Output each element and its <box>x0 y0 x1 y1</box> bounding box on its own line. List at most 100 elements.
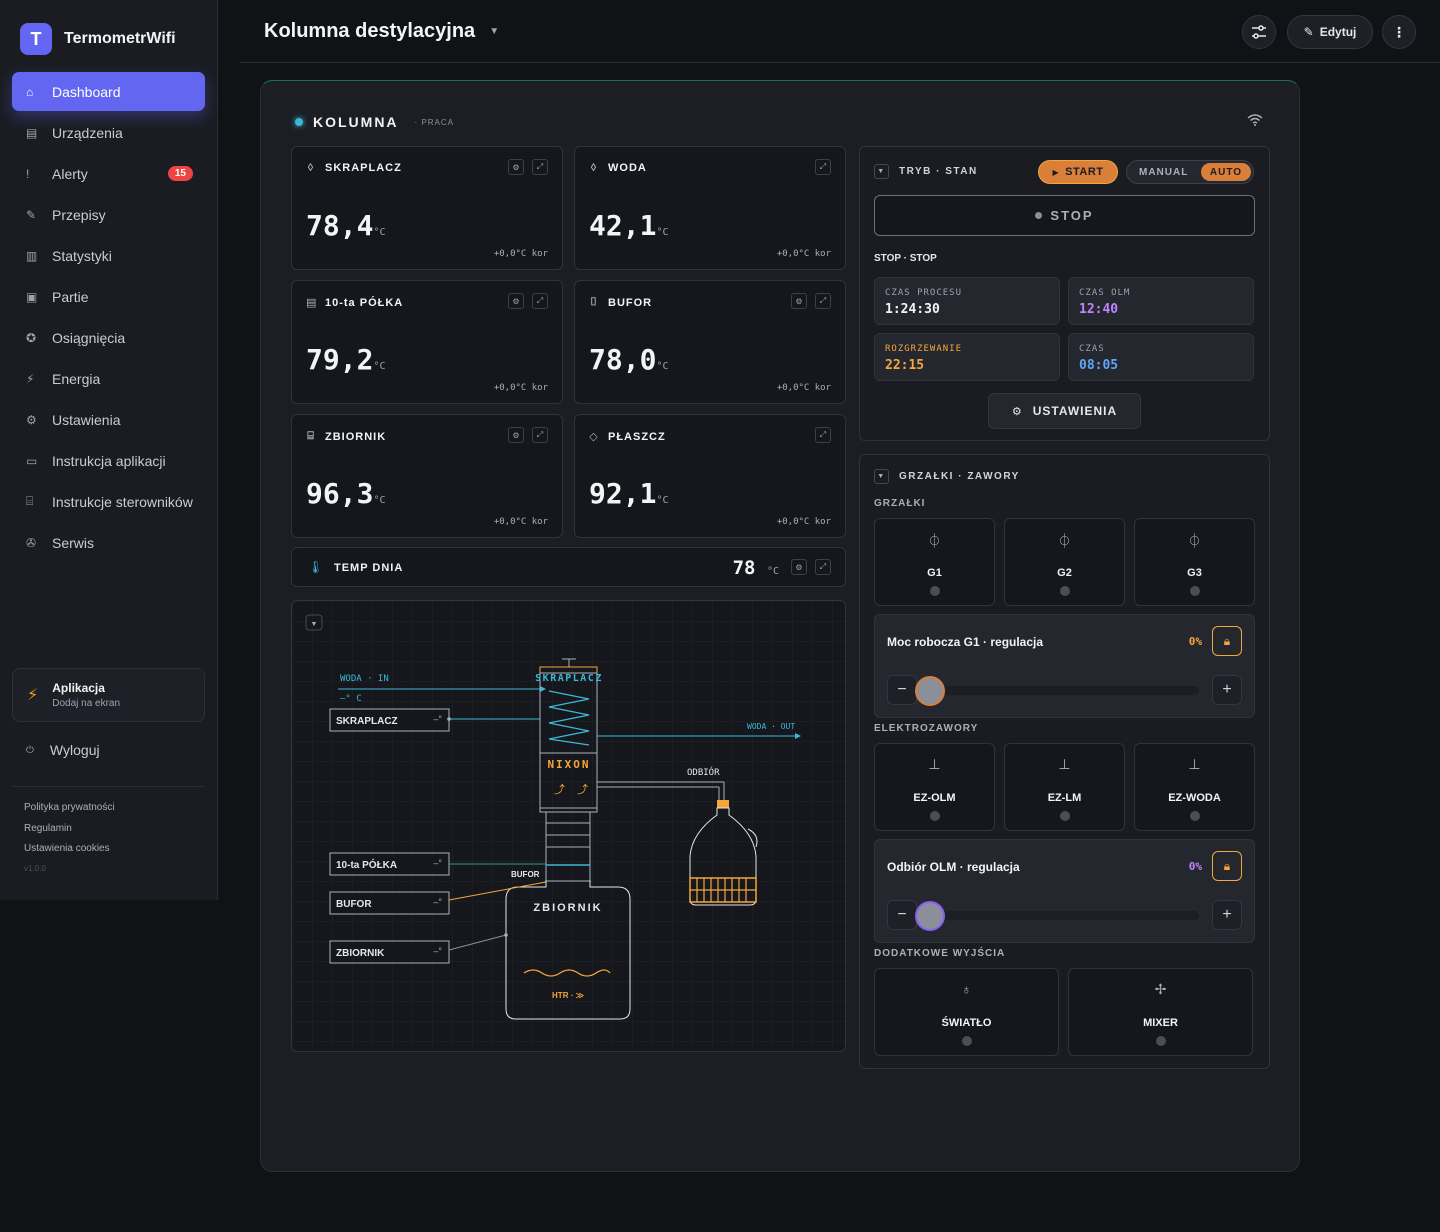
sidebar-item-7[interactable]: ⚡ Energia <box>12 359 205 398</box>
sensor-card[interactable]: ◇ PŁASZCZ ⤢ 92,1°C +0,0°C kor <box>574 414 846 538</box>
cookies-link[interactable]: Ustawienia cookies <box>24 843 110 854</box>
timer-stat-value: 12:40 <box>1079 302 1119 317</box>
privacy-link[interactable]: Polityka prywatności <box>24 802 115 813</box>
sensor-card[interactable]: ⌷ BUFOR ⚙ ⤢ 78,0°C +0,0°C kor <box>574 280 846 404</box>
sidebar-item-5[interactable]: ▣ Partie <box>12 277 205 316</box>
column-panel: KOLUMNA · PRACA ◊ SKRAPLACZ ⚙ ⤢ 78,4°C +0,0°C… <box>260 80 1300 1172</box>
takeoff-slider-knob[interactable] <box>917 903 943 929</box>
sensor-number: 79,2 <box>306 343 374 376</box>
sensor-unit: °C <box>373 227 386 238</box>
sensor-card[interactable]: ▤ 10-ta PÓŁKA ⚙ ⤢ 79,2°C +0,0°C kor <box>291 280 563 404</box>
heater-tile[interactable]: ⏀ G1 <box>874 518 995 606</box>
sidebar-item-3[interactable]: ✎ Przepisy <box>12 195 205 234</box>
valve-tile[interactable]: ⊥ EZ-OLM <box>874 743 995 831</box>
settings-icon[interactable]: ⚙ <box>508 293 524 309</box>
filters-button[interactable] <box>1242 15 1276 49</box>
expand-icon[interactable]: ⤢ <box>815 293 831 309</box>
expand-icon[interactable]: ⤢ <box>815 559 831 575</box>
nav-icon: ! <box>26 166 30 181</box>
sidebar-item-2[interactable]: ! Alerty 15 <box>12 154 205 193</box>
sensor-value: 79,2°C <box>306 343 385 376</box>
status-indicator <box>1189 811 1200 821</box>
takeoff-regulation: Odbiór OLM · regulacja 0% 🔒︎ − + <box>874 839 1255 943</box>
sidebar-item-4[interactable]: ▥ Statystyki <box>12 236 205 275</box>
buffer-small-label: BUFOR <box>511 870 540 879</box>
logout-button[interactable]: ⏻ Wyloguj <box>26 742 100 758</box>
tag-zbiornik[interactable]: ZBIORNIK –° <box>329 940 450 964</box>
bottle-cap <box>717 800 729 808</box>
output-tile[interactable]: ♁ ŚWIATŁO <box>874 968 1059 1056</box>
settings-icon[interactable]: ⚙ <box>508 159 524 175</box>
mode-toggle[interactable]: MANUAL AUTO <box>1126 160 1254 184</box>
edit-button[interactable]: ✎ Edytuj <box>1287 15 1373 49</box>
timer-stat-value: 08:05 <box>1079 358 1119 373</box>
takeoff-slider-track[interactable] <box>919 911 1199 920</box>
install-app-card[interactable]: ⚡ Aplikacja Dodaj na ekran <box>12 668 205 722</box>
chevron-down-icon[interactable]: ▼ <box>874 469 889 484</box>
stop-button[interactable]: STOP <box>874 195 1255 236</box>
lock-button[interactable]: 🔒︎ <box>1212 851 1242 881</box>
heater-tile[interactable]: ⏀ G2 <box>1004 518 1125 606</box>
sidebar-item-label: Alerty <box>52 165 88 182</box>
sensor-card[interactable]: ◊ WODA ⤢ 42,1°C +0,0°C kor <box>574 146 846 270</box>
decrease-button[interactable]: − <box>887 900 917 930</box>
expand-icon[interactable]: ⤢ <box>532 293 548 309</box>
nav-icon: ✪ <box>26 330 37 345</box>
sidebar-item-6[interactable]: ✪ Osiągnięcia <box>12 318 205 357</box>
device-selector[interactable]: Kolumna destylacyjna ▼ <box>264 20 499 43</box>
valve-tile[interactable]: ⊥ EZ-LM <box>1004 743 1125 831</box>
auto-option[interactable]: AUTO <box>1201 163 1251 181</box>
increase-button[interactable]: + <box>1212 900 1242 930</box>
expand-icon[interactable]: ⤢ <box>532 159 548 175</box>
start-button[interactable]: ▶ START <box>1038 160 1118 184</box>
expand-icon[interactable]: ⤢ <box>532 427 548 443</box>
settings-button[interactable]: ⚙ USTAWIENIA <box>988 393 1141 429</box>
sidebar-item-10[interactable]: ⌸ Instrukcje sterowników <box>12 482 205 521</box>
valve-tile[interactable]: ⊥ EZ-WODA <box>1134 743 1255 831</box>
increase-button[interactable]: + <box>1212 675 1242 705</box>
diagram-collapse-toggle[interactable] <box>305 614 323 631</box>
output-tile[interactable]: ✢ MIXER <box>1068 968 1253 1056</box>
chevron-down-icon[interactable]: ▼ <box>874 164 889 179</box>
settings-icon[interactable]: ⚙ <box>791 559 807 575</box>
expand-icon[interactable]: ⤢ <box>815 159 831 175</box>
sidebar-item-0[interactable]: ⌂ Dashboard <box>12 72 205 111</box>
timer-stat: CZAS PROCESU 1:24:30 <box>874 277 1060 325</box>
sensor-actions: ⚙ ⤢ <box>791 293 831 309</box>
condenser-coil <box>548 690 590 746</box>
alert-count-badge: 15 <box>167 166 193 181</box>
tag-10-polka[interactable]: 10-ta PÓŁKA –° <box>329 852 450 876</box>
heater-label: G2 <box>1057 567 1072 579</box>
manual-option[interactable]: MANUAL <box>1139 167 1189 178</box>
takeoff-regulation-title: Odbiór OLM · regulacja <box>887 860 1020 874</box>
expand-icon[interactable]: ⤢ <box>815 427 831 443</box>
decrease-button[interactable]: − <box>887 675 917 705</box>
flow-up-icon: ⤴ <box>577 782 588 796</box>
gear-icon: ⚙ <box>1011 405 1023 418</box>
power-slider-track[interactable] <box>919 686 1199 695</box>
sensor-card[interactable]: ⌸ ZBIORNIK ⚙ ⤢ 96,3°C +0,0°C kor <box>291 414 563 538</box>
sensor-actions: ⚙ ⤢ <box>508 159 548 175</box>
sidebar-item-9[interactable]: ▭ Instrukcja aplikacji <box>12 441 205 480</box>
sensor-card[interactable]: ◊ SKRAPLACZ ⚙ ⤢ 78,4°C +0,0°C kor <box>291 146 563 270</box>
sidebar-item-8[interactable]: ⚙ Ustawienia <box>12 400 205 439</box>
sidebar-item-1[interactable]: ▤ Urządzenia <box>12 113 205 152</box>
heater-tile[interactable]: ⏀ G3 <box>1134 518 1255 606</box>
settings-icon[interactable]: ⚙ <box>791 293 807 309</box>
sensor-unit: °C <box>656 227 669 238</box>
settings-icon[interactable]: ⚙ <box>508 427 524 443</box>
tag-skraplacz[interactable]: SKRAPLACZ –° <box>329 708 450 732</box>
power-regulation-title: Moc robocza G1 · regulacja <box>887 635 1044 649</box>
power-slider-knob[interactable] <box>917 678 943 704</box>
condenser-title: SKRAPLACZ <box>535 673 603 684</box>
timer-stat-label: CZAS <box>1079 344 1105 354</box>
tag-bufor[interactable]: BUFOR –° <box>329 891 450 915</box>
sensor-correction: +0,0°C kor <box>776 249 831 259</box>
takeoff-regulation-value: 0% <box>1188 860 1202 873</box>
sidebar-item-11[interactable]: ✇ Serwis <box>12 523 205 562</box>
more-menu-button[interactable]: ⋮ <box>1382 15 1416 49</box>
brand[interactable]: T TermometrWifi <box>20 23 176 55</box>
link-node <box>447 717 451 721</box>
terms-link[interactable]: Regulamin <box>24 822 72 834</box>
lock-button[interactable]: 🔒︎ <box>1212 626 1242 656</box>
